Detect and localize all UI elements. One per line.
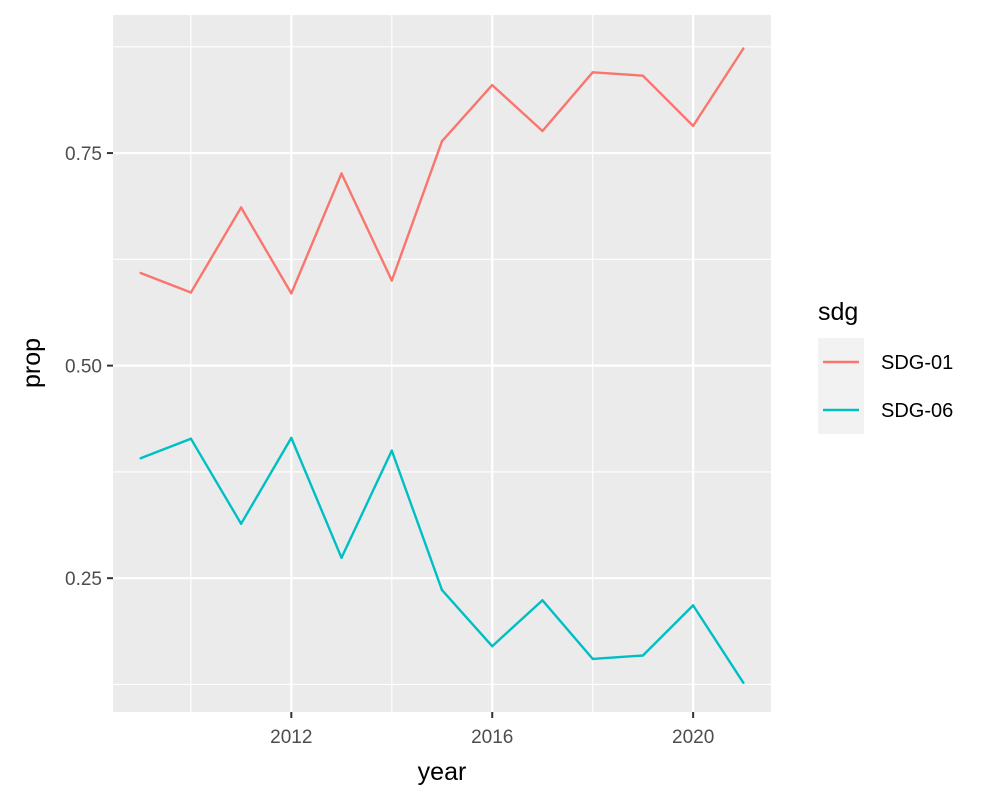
data-point (390, 279, 393, 282)
data-point (591, 657, 594, 661)
legend-key-background (818, 338, 864, 434)
x-axis: 2012 2016 2020 (270, 712, 714, 748)
legend-title: sdg (818, 298, 858, 326)
y-axis: 0.25 0.50 0.75 (65, 144, 113, 590)
data-point (139, 271, 142, 275)
data-point (340, 556, 343, 559)
data-point (742, 681, 745, 684)
data-point (691, 604, 695, 607)
data-point (491, 83, 494, 87)
x-tick-label: 2016 (471, 727, 513, 748)
data-point (591, 71, 594, 74)
data-point (641, 74, 645, 77)
data-point (641, 654, 645, 657)
legend: sdg SDG-01 SDG-06 (818, 298, 953, 434)
data-point (189, 291, 193, 294)
data-point (139, 457, 142, 460)
data-point (541, 599, 544, 602)
major-gridlines (113, 15, 771, 712)
data-point (290, 436, 293, 440)
data-point (239, 522, 243, 525)
data-point (440, 588, 444, 592)
legend-label: SDG-01 (881, 352, 953, 374)
x-tick-label: 2020 (672, 727, 714, 748)
y-tick-label: 0.50 (65, 357, 102, 378)
y-tick-label: 0.75 (65, 144, 102, 165)
x-axis-title: year (418, 758, 467, 786)
x-tick-label: 2012 (270, 727, 312, 748)
y-axis-title: prop (18, 338, 46, 388)
data-point (390, 449, 393, 452)
data-point (189, 437, 193, 440)
data-point (491, 644, 494, 648)
series-lines (139, 47, 745, 684)
data-point (541, 129, 544, 133)
data-point (340, 172, 343, 175)
data-point (742, 47, 745, 50)
plot-panel (113, 15, 771, 712)
minor-gridlines (113, 15, 771, 712)
data-point (239, 206, 243, 209)
legend-items: SDG-01 SDG-06 (823, 352, 953, 422)
y-tick-label: 0.25 (65, 569, 102, 590)
legend-label: SDG-06 (881, 400, 953, 422)
data-point (440, 139, 444, 143)
data-point (290, 292, 293, 295)
data-point (691, 124, 695, 128)
